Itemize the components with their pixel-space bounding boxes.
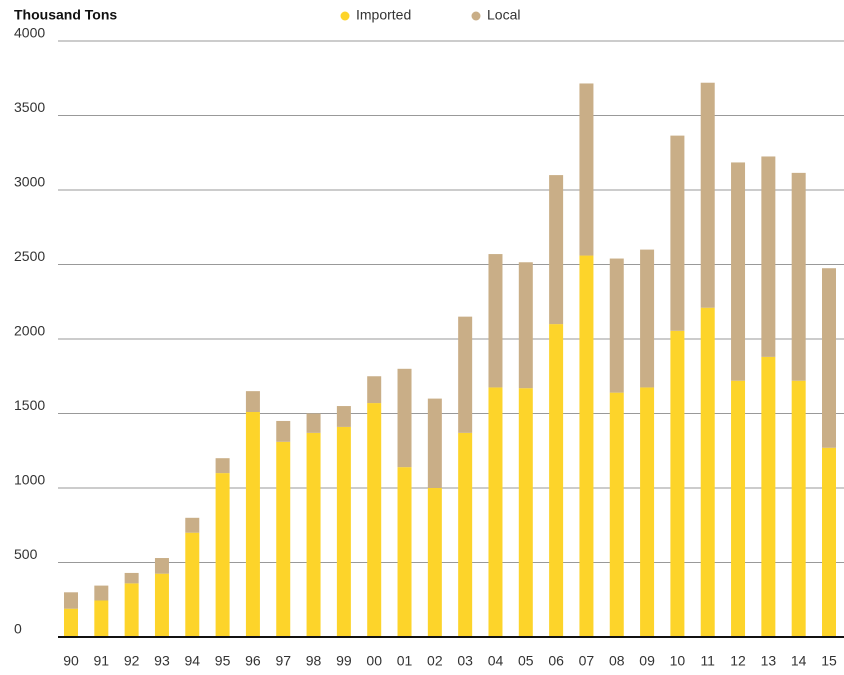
bar-segment [367,376,382,404]
bar-segment [700,307,715,637]
y-tick-label: 2500 [14,248,45,264]
bar-segment [154,573,169,637]
bar-segment [427,488,442,637]
bar-segment [336,426,351,637]
bar-segment [518,388,533,637]
bar-segment [215,473,230,637]
bar-segment [276,441,291,637]
bar-segment [791,380,806,637]
bar-segment [518,262,533,389]
bar-segment [791,172,806,381]
legend-marker [340,11,350,21]
legend-label: Imported [356,7,411,23]
bar-segment [458,432,473,637]
bar-segment [640,249,655,388]
x-tick-label: 07 [579,653,595,669]
bar-segment [94,600,109,637]
bar-segment [245,391,260,413]
x-tick-label: 96 [245,653,261,669]
bar-segment [124,572,139,584]
bar-segment [822,447,836,637]
bar-segment [94,585,109,601]
x-tick-label: 00 [366,653,382,669]
bar-segment [154,558,169,574]
bar-segment [336,406,351,427]
bar-segment [579,255,594,637]
y-tick-label: 3000 [14,174,45,190]
bar-segment [185,517,200,533]
bar-segment [306,432,321,637]
bar-segment [609,258,624,393]
x-tick-label: 10 [670,653,686,669]
legend-label: Local [487,7,520,23]
bar-segment [822,268,836,448]
bar-segment [306,413,321,433]
bar-segment [245,412,260,637]
x-tick-label: 09 [639,653,655,669]
x-tick-label: 91 [94,653,110,669]
bar-segment [761,356,776,637]
bar-segment [670,330,685,637]
y-tick-label: 0 [14,621,22,637]
bar-segment [579,83,594,256]
legend-marker [471,11,481,21]
x-tick-label: 14 [791,653,807,669]
bar-segment [488,387,503,637]
bar-segment [185,532,200,637]
x-tick-label: 90 [63,653,79,669]
x-tick-label: 03 [457,653,473,669]
bar-segment [367,403,382,637]
bar-segment [488,254,503,388]
x-tick-label: 04 [488,653,504,669]
bar-segment [397,368,412,468]
y-tick-label: 3500 [14,99,45,115]
x-tick-label: 08 [609,653,625,669]
bar-segment [64,592,78,609]
bar-segment [549,324,564,637]
x-tick-label: 01 [397,653,413,669]
bar-segment [397,467,412,637]
x-tick-label: 02 [427,653,443,669]
x-tick-label: 94 [184,653,200,669]
y-tick-label: 2000 [14,323,45,339]
bar-segment [549,175,564,325]
x-tick-label: 11 [700,653,715,669]
x-tick-label: 93 [154,653,170,669]
bar-segment [761,156,776,357]
bar-segment [731,380,746,637]
bar-segment [124,583,139,637]
x-tick-label: 92 [124,653,140,669]
y-tick-label: 4000 [14,25,45,41]
bar-segment [276,420,291,442]
bar-segment [670,135,685,331]
bar-segment [700,82,715,308]
x-tick-label: 99 [336,653,352,669]
x-tick-label: 15 [821,653,837,669]
x-tick-label: 13 [761,653,777,669]
bar-segment [731,162,746,381]
x-tick-label: 12 [730,653,746,669]
y-tick-label: 500 [14,546,38,562]
y-axis-label: Thousand Tons [14,7,117,23]
bar-segment [215,458,230,474]
x-tick-label: 95 [215,653,231,669]
x-tick-label: 05 [518,653,534,669]
bar-segment [64,608,78,637]
bar-segment [640,387,655,637]
x-tick-label: 97 [275,653,291,669]
y-tick-label: 1500 [14,397,45,413]
bar-segment [427,398,442,488]
x-tick-label: 06 [548,653,564,669]
y-tick-label: 1000 [14,472,45,488]
x-tick-label: 98 [306,653,322,669]
bar-segment [458,316,473,433]
bar-segment [609,392,624,637]
